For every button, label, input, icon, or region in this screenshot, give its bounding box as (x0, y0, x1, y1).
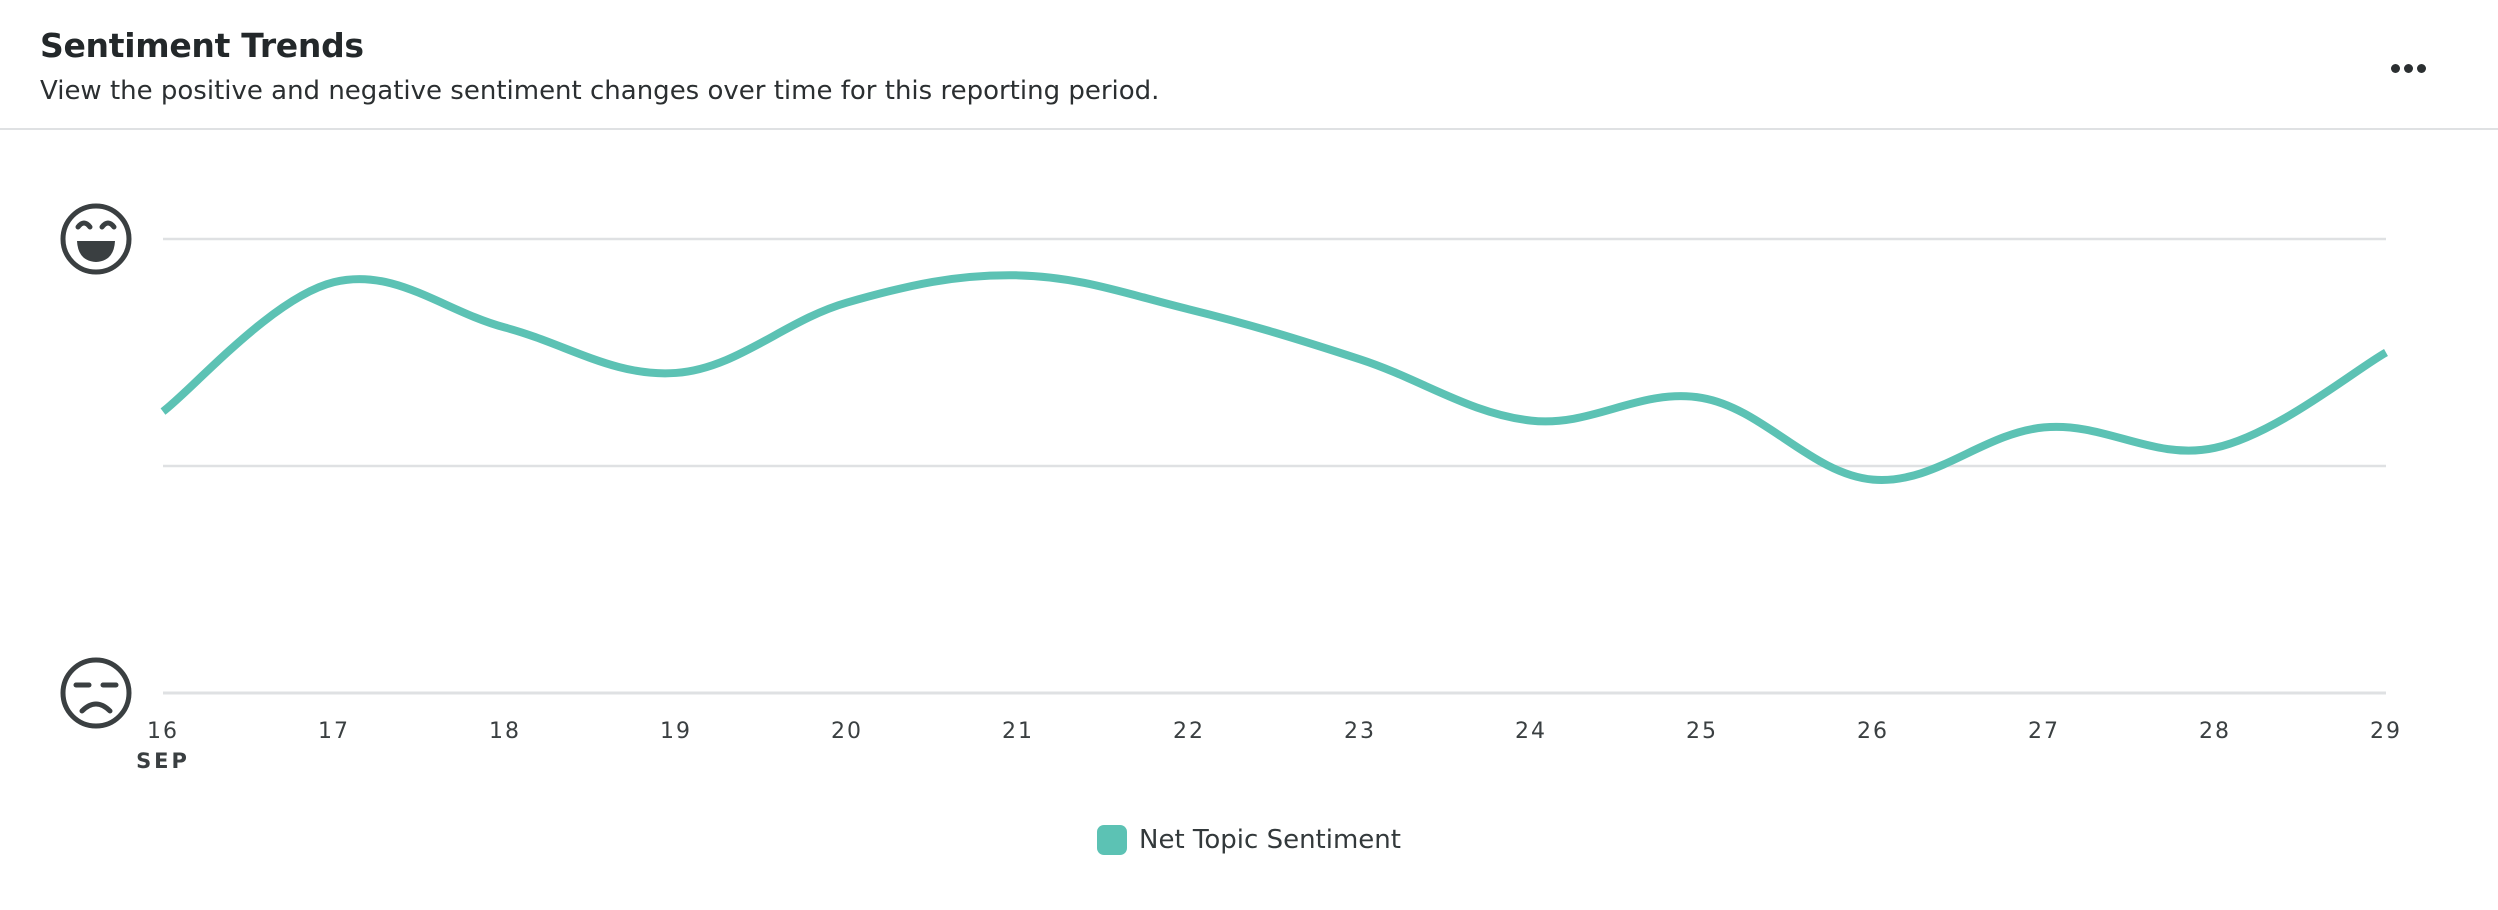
x-tick-label: 26 (1857, 719, 1889, 744)
card-header: Sentiment Trends View the positive and n… (0, 0, 2498, 130)
legend-swatch[interactable] (1097, 825, 1128, 855)
data-point[interactable] (1014, 271, 1022, 279)
data-point[interactable] (1185, 305, 1193, 313)
x-tick-label: 27 (2028, 719, 2060, 744)
chart-legend: Net Topic Sentiment (0, 820, 2498, 860)
x-tick-label: 29 (2370, 719, 2402, 744)
series-line[interactable] (160, 271, 2388, 484)
x-tick-label: 17 (318, 719, 350, 744)
x-tick-label: 21 (1002, 719, 1034, 744)
y-axis-icons (60, 203, 132, 729)
x-tick-label: 19 (660, 719, 692, 744)
more-options-button[interactable] (2382, 50, 2434, 86)
chart-gridlines (163, 237, 2386, 695)
card-title: Sentiment Trends (40, 26, 364, 65)
data-point[interactable] (1698, 394, 1706, 402)
card-subtitle: View the positive and negative sentiment… (40, 76, 1160, 106)
data-point[interactable] (1869, 476, 1877, 484)
chart-series (159, 271, 2390, 484)
happy-face-icon (60, 203, 132, 275)
x-tick-label: 16 (147, 719, 179, 744)
more-horizontal-icon (2389, 63, 2428, 73)
data-point[interactable] (330, 278, 338, 286)
sad-face-icon (60, 657, 132, 729)
x-tick-label: 22 (1173, 719, 1205, 744)
data-point[interactable] (2040, 423, 2048, 431)
x-month-label: SEP (136, 749, 190, 773)
data-point[interactable] (2211, 444, 2219, 452)
x-tick-label: 25 (1686, 719, 1718, 744)
x-tick-label: 18 (489, 719, 521, 744)
x-tick-label: 24 (1515, 719, 1547, 744)
legend-label[interactable]: Net Topic Sentiment (1139, 825, 1401, 855)
x-tick-label: 28 (2199, 719, 2231, 744)
x-tick-label: 20 (831, 719, 863, 744)
data-point[interactable] (501, 324, 509, 332)
x-axis-ticks: 16 17 18 19 20 21 22 23 24 25 26 27 28 29 SEP (136, 719, 2402, 773)
data-point[interactable] (843, 299, 851, 307)
data-point[interactable] (159, 408, 167, 416)
data-point[interactable] (2382, 349, 2390, 357)
data-point[interactable] (1356, 355, 1364, 363)
data-point[interactable] (672, 369, 680, 377)
x-tick-label: 23 (1344, 719, 1376, 744)
line-chart: 16 17 18 19 20 21 22 23 24 25 26 27 28 29 SEP (60, 203, 2402, 773)
data-point[interactable] (1527, 417, 1535, 425)
